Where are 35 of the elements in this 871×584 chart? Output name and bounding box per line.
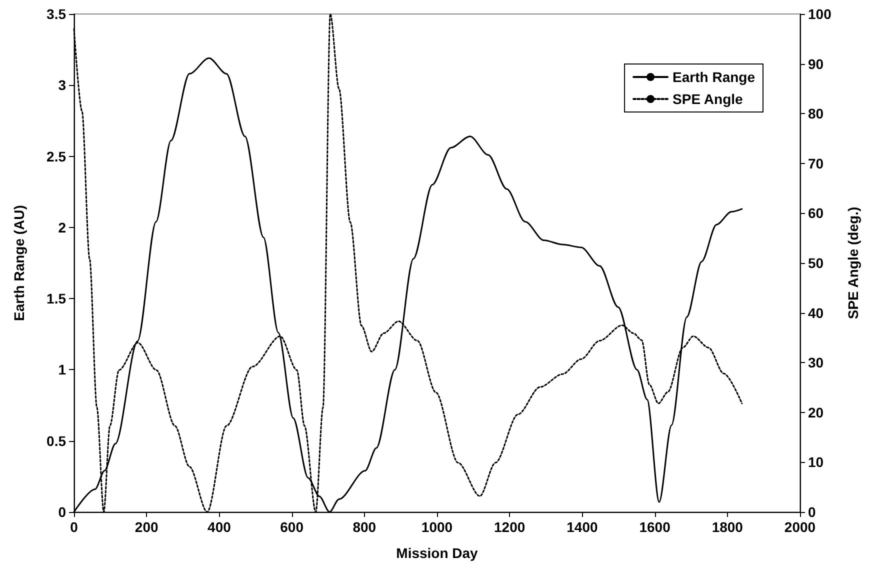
legend-label: SPE Angle <box>672 91 744 107</box>
x-tick-label: 0 <box>70 519 78 535</box>
y2-tick-label: 50 <box>808 255 824 271</box>
y2-tick-label: 80 <box>808 106 824 122</box>
legend-label: Earth Range <box>672 69 756 85</box>
y-tick-label: 3.5 <box>46 6 66 22</box>
y-tick-label: 1 <box>58 362 66 378</box>
x-tick-label: 2000 <box>784 519 816 535</box>
y-tick-label: 2.5 <box>46 148 66 164</box>
y-tick-label: 3 <box>58 77 66 94</box>
y2-tick-label: 10 <box>808 454 824 470</box>
x-tick-label: 1000 <box>421 519 453 535</box>
y2-tick-label: 20 <box>808 404 824 420</box>
y2-tick-label: 70 <box>808 155 824 172</box>
y2-tick-label: 100 <box>808 6 832 22</box>
x-tick-label: 800 <box>352 519 376 535</box>
y-tick-label: 0 <box>58 504 66 520</box>
x-tick-label: 600 <box>280 519 304 535</box>
y2-tick-label: 90 <box>808 56 824 72</box>
y-tick-label: 2 <box>58 219 66 236</box>
x-tick-label: 1200 <box>494 519 526 535</box>
y2-tick-label: 0 <box>808 504 816 520</box>
x-tick-label: 1400 <box>566 519 598 535</box>
y2-axis-title: SPE Angle (deg.) <box>845 206 861 320</box>
y-axis-title: Earth Range (AU) <box>11 205 27 321</box>
x-tick-label: 400 <box>208 519 232 535</box>
x-tick-label: 1800 <box>712 519 744 535</box>
y-tick-label: 0.5 <box>46 432 66 449</box>
y2-tick-label: 40 <box>808 304 824 321</box>
x-tick-label: 1600 <box>639 519 671 535</box>
x-axis-title: Mission Day <box>396 545 478 561</box>
y2-tick-label: 30 <box>808 354 824 371</box>
y2-tick-label: 60 <box>808 205 824 222</box>
x-tick-label: 200 <box>134 519 158 535</box>
y-tick-label: 1.5 <box>46 290 66 307</box>
